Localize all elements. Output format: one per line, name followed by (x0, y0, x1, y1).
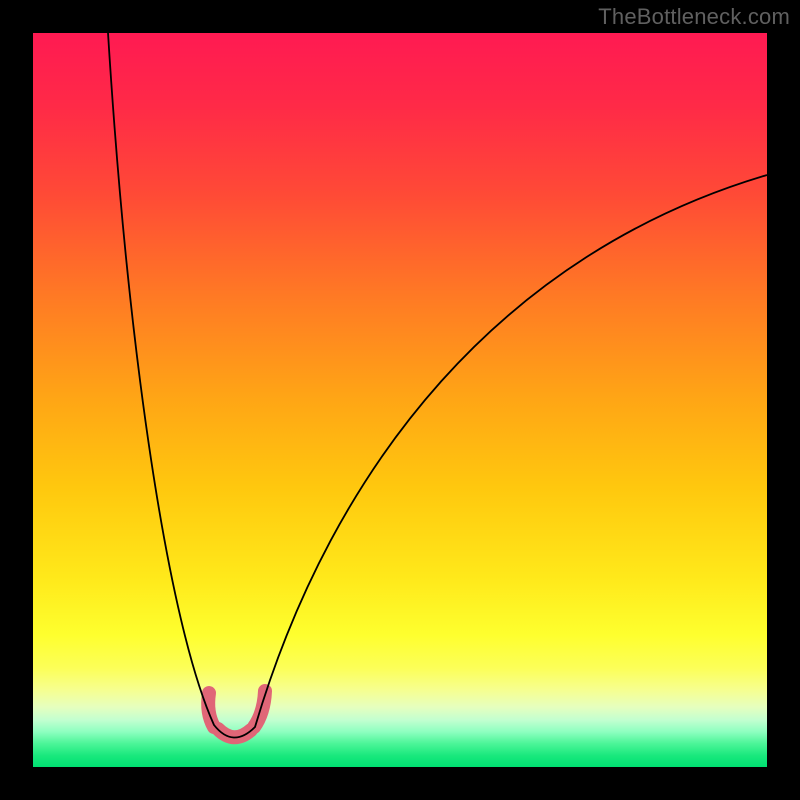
bottleneck-curve (108, 33, 767, 738)
marker-segment (254, 691, 265, 727)
watermark-text: TheBottleneck.com (598, 4, 790, 30)
plot-area (33, 33, 767, 767)
curve-layer (33, 33, 767, 767)
